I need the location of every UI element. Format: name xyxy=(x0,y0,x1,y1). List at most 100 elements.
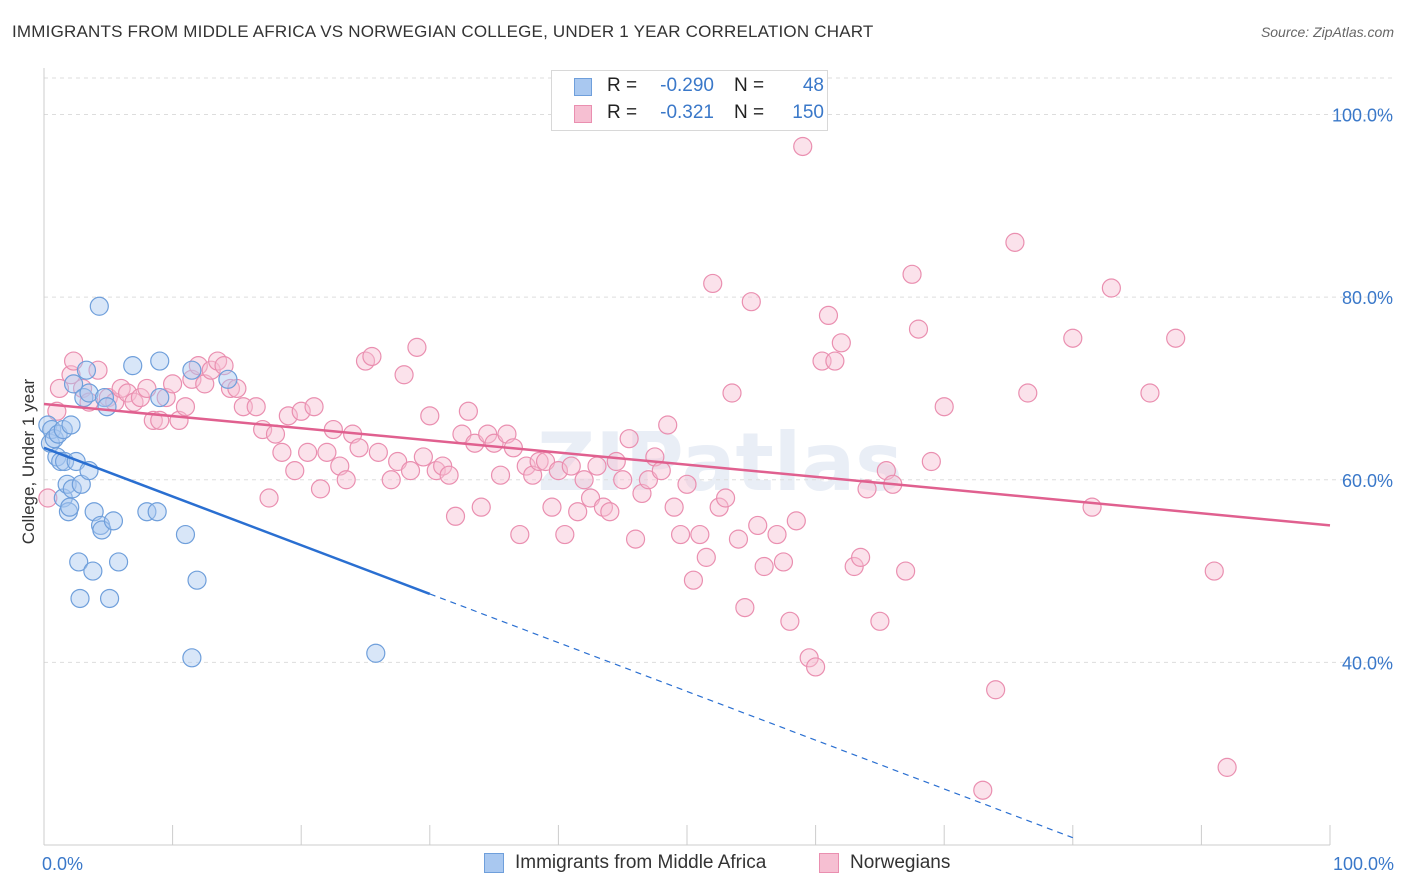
y-tick-label: 40.0% xyxy=(1342,653,1393,673)
blue-data-point xyxy=(79,383,99,403)
pink-data-point xyxy=(934,397,954,417)
pink-data-point xyxy=(767,524,787,545)
pink-data-point xyxy=(619,429,639,449)
blue-data-point xyxy=(175,524,196,545)
chart-title: IMMIGRANTS FROM MIDDLE AFRICA VS NORWEGI… xyxy=(12,22,874,41)
pink-data-point xyxy=(1082,497,1102,517)
pink-data-point xyxy=(568,502,588,522)
pink-data-point xyxy=(651,461,671,481)
pink-data-point xyxy=(291,401,311,421)
norwegians-swatch xyxy=(819,853,839,873)
pink-data-point xyxy=(265,424,286,444)
pink-data-point xyxy=(548,461,569,481)
pink-data-point xyxy=(741,292,761,312)
blue-data-point xyxy=(218,369,238,389)
pink-data-point xyxy=(555,524,575,545)
pink-data-point xyxy=(561,456,581,476)
pink-data-point xyxy=(88,360,108,380)
pink-data-point xyxy=(606,451,626,472)
pink-data-point xyxy=(175,397,196,417)
pink-swatch xyxy=(574,105,592,123)
source-credit: Source: ZipAtlas.com xyxy=(1260,24,1394,40)
y-tick-label: 60.0% xyxy=(1342,471,1393,491)
pink-data-point xyxy=(670,524,691,545)
pink-data-point xyxy=(1005,232,1025,252)
pink-data-point xyxy=(510,524,530,545)
blue-data-point xyxy=(83,561,103,581)
pink-data-point xyxy=(362,346,382,367)
pink-data-point xyxy=(163,374,183,394)
pink-data-point xyxy=(793,136,813,157)
pink-r-value: -0.321 xyxy=(660,102,714,123)
pink-data-point xyxy=(272,442,292,462)
pink-data-point xyxy=(683,570,704,590)
blue-swatch xyxy=(574,78,592,96)
blue-r-label: R = xyxy=(607,75,638,96)
pink-data-point xyxy=(529,451,549,472)
blue-data-point xyxy=(182,648,202,668)
pink-data-point xyxy=(445,506,466,526)
pink-data-point xyxy=(1166,328,1186,348)
pink-data-point xyxy=(613,470,633,490)
blue-data-point xyxy=(187,570,207,590)
blue-data-point xyxy=(103,511,124,531)
x-tick-label: 0.0% xyxy=(42,854,83,874)
pink-data-point xyxy=(973,780,993,800)
blue-data-point xyxy=(89,296,109,316)
pink-n-value: 150 xyxy=(792,102,824,123)
pink-data-point xyxy=(818,305,839,326)
pink-data-point xyxy=(246,397,266,417)
pink-data-point xyxy=(986,680,1006,700)
pink-data-point xyxy=(625,529,646,549)
pink-trend-line xyxy=(43,402,1331,527)
pink-data-point xyxy=(49,378,70,399)
pink-data-point xyxy=(851,547,871,567)
blue-data-point xyxy=(147,502,167,522)
pink-data-point xyxy=(304,397,324,417)
pink-data-point xyxy=(780,611,800,631)
pink-data-point xyxy=(805,657,826,677)
blue-data-point xyxy=(63,374,84,394)
pink-data-point xyxy=(336,470,356,490)
pink-data-point xyxy=(735,597,755,618)
pink-data-point xyxy=(490,465,511,485)
pink-data-point xyxy=(310,479,331,499)
pink-data-point xyxy=(896,561,916,581)
blue-data-point xyxy=(366,643,386,663)
blue-data-point xyxy=(137,502,157,522)
pink-data-point xyxy=(1140,383,1160,403)
pink-data-point xyxy=(722,383,742,403)
y-axis-label: College, Under 1 year xyxy=(19,378,38,544)
blue-data-point xyxy=(61,415,81,435)
pink-data-point xyxy=(870,611,890,631)
pink-data-point xyxy=(658,415,678,435)
pink-data-point xyxy=(381,470,401,490)
blue-data-point xyxy=(60,497,80,517)
pink-data-point xyxy=(298,442,318,462)
blue-data-point xyxy=(150,351,170,371)
blue-trend-extension xyxy=(429,593,1074,839)
blue-data-point xyxy=(150,387,170,408)
pink-data-point xyxy=(921,451,941,472)
pink-data-point xyxy=(400,461,421,481)
blue-data-point xyxy=(123,356,143,376)
pink-data-point xyxy=(773,552,794,572)
pink-data-point xyxy=(587,456,607,476)
pink-data-point xyxy=(677,474,697,494)
y-tick-label: 100.0% xyxy=(1332,106,1393,126)
pink-data-point xyxy=(574,470,594,490)
pink-data-point xyxy=(703,273,723,294)
pink-data-point xyxy=(259,488,279,508)
norwegians-label: Norwegians xyxy=(850,852,951,873)
pink-data-point xyxy=(786,511,806,531)
pink-data-point xyxy=(285,461,305,481)
pink-data-point xyxy=(407,337,427,357)
correlation-legend: R = -0.290 N = 48 R = -0.321 N = 150 xyxy=(551,70,828,131)
pink-n-label: N = xyxy=(734,102,765,123)
blue-data-point xyxy=(99,588,120,609)
pink-data-point xyxy=(471,497,491,517)
y-tick-label: 80.0% xyxy=(1342,288,1393,308)
pink-data-point xyxy=(728,529,749,549)
pink-data-point xyxy=(908,319,929,339)
